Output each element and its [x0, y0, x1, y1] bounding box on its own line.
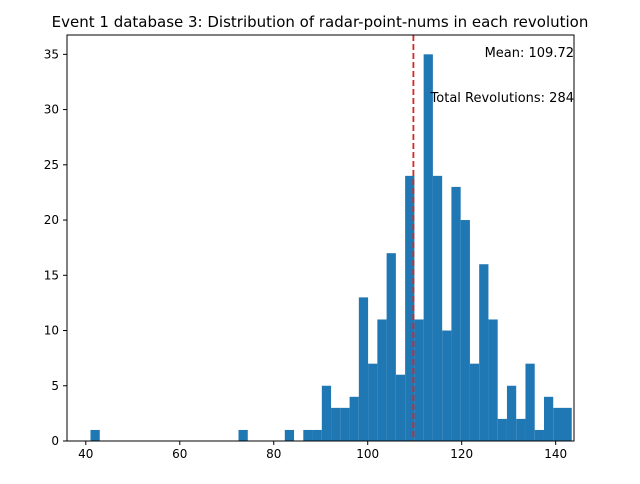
histogram-bar-8 [349, 396, 359, 441]
histogram-bar-0 [90, 429, 100, 441]
histogram-bar-12 [386, 253, 396, 441]
x-tick-label: 140 [544, 447, 567, 461]
histogram-bar-29 [543, 396, 554, 441]
x-tick-label: 60 [172, 447, 187, 461]
x-axis: 40 60 80 100 120 140 [78, 441, 567, 461]
histogram-bar-21 [469, 363, 480, 441]
histogram-bar-11 [377, 319, 387, 441]
total-revolutions-annotation: Total Revolutions: 284 [430, 91, 574, 106]
histogram-bar-16 [423, 54, 433, 441]
histogram-bar-13 [395, 374, 406, 441]
histogram-bar-15 [414, 319, 424, 441]
chart-title: Event 1 database 3: Distribution of rada… [52, 13, 589, 31]
histogram-bar-22 [479, 264, 489, 441]
histogram-bar-5 [321, 385, 332, 441]
y-tick-label: 20 [44, 213, 59, 227]
histogram-bar-27 [525, 363, 535, 441]
histogram-bar-9 [358, 297, 369, 441]
histogram-bar-23 [488, 319, 498, 441]
x-tick-label: 120 [450, 447, 473, 461]
x-tick-label: 80 [266, 447, 281, 461]
histogram-bar-2 [284, 429, 295, 441]
y-tick-label: 25 [44, 158, 59, 172]
histogram-bar-19 [451, 186, 461, 441]
y-tick-label: 10 [44, 324, 59, 338]
histogram-bar-4 [312, 429, 322, 441]
histogram-bar-26 [516, 418, 526, 441]
histogram-bar-18 [442, 330, 452, 441]
histogram-bar-20 [460, 220, 470, 441]
histogram-bar-31 [562, 407, 572, 441]
histogram-bar-14 [405, 175, 415, 441]
histogram-bar-25 [506, 385, 517, 441]
histogram-bar-1 [238, 429, 248, 441]
histogram-bars [90, 54, 572, 441]
x-tick-label: 100 [356, 447, 379, 461]
histogram-bar-28 [534, 429, 544, 441]
y-tick-label: 35 [44, 47, 59, 61]
plot-frame [66, 34, 575, 442]
y-tick-label: 5 [51, 379, 59, 393]
histogram-bar-3 [303, 429, 313, 441]
y-tick-label: 15 [44, 268, 59, 282]
histogram-bar-30 [553, 407, 563, 441]
histogram-bar-17 [432, 175, 443, 441]
y-tick-label: 0 [51, 434, 59, 448]
y-tick-label: 30 [44, 103, 59, 117]
mean-annotation: Mean: 109.72 [485, 46, 574, 61]
histogram-bar-7 [340, 407, 350, 441]
x-tick-label: 40 [78, 447, 93, 461]
histogram-bar-10 [368, 363, 378, 441]
y-axis: 0 5 10 15 20 25 30 35 [44, 47, 67, 448]
histogram-bar-24 [497, 418, 507, 441]
histogram-bar-6 [331, 407, 341, 441]
